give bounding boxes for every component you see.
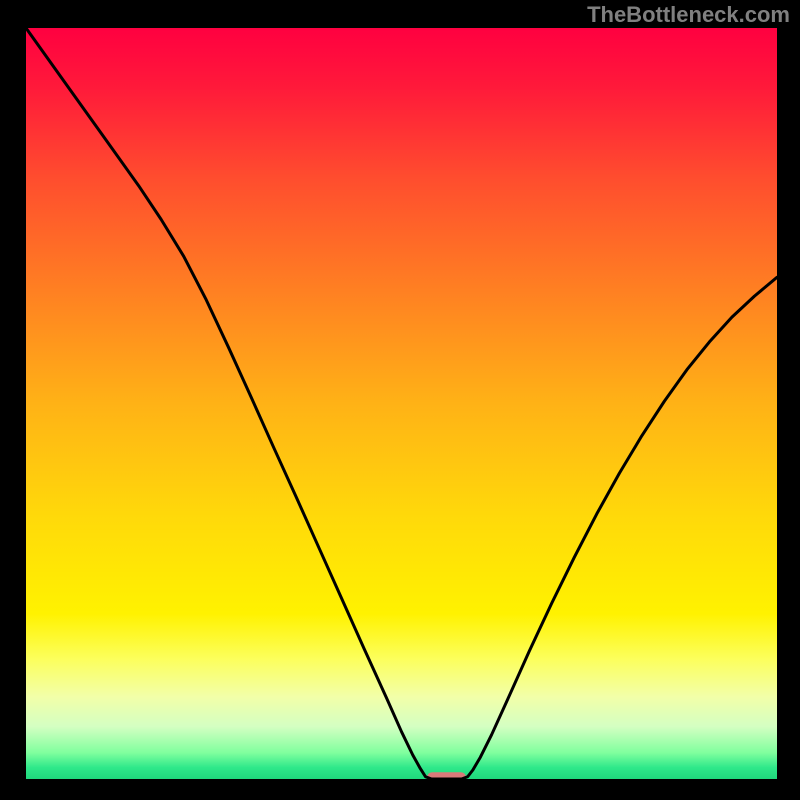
chart-container: TheBottleneck.com xyxy=(0,0,800,800)
plot-area xyxy=(26,28,777,779)
bottleneck-curve xyxy=(26,28,777,779)
watermark-text: TheBottleneck.com xyxy=(587,2,790,28)
curve-layer xyxy=(26,28,777,779)
